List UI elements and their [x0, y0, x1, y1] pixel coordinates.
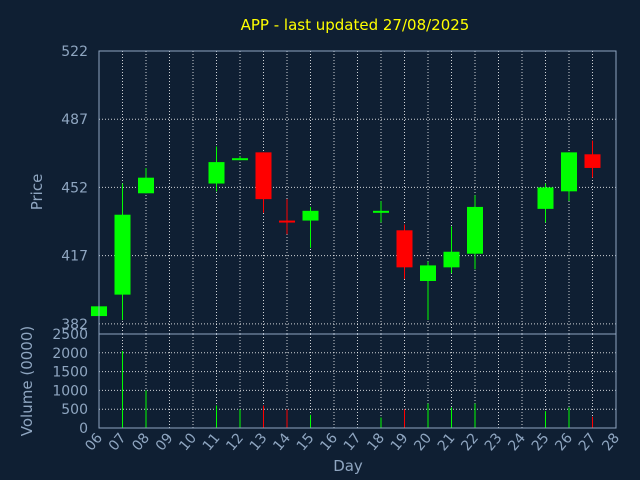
- price-tick-label: 382: [61, 317, 88, 333]
- volume-plot-frame: [98, 333, 617, 429]
- x-tick-label: 11: [200, 430, 224, 454]
- candle-body: [584, 154, 601, 168]
- candle-body: [138, 177, 154, 194]
- x-tick-label: 16: [317, 430, 341, 454]
- x-tick-label: 24: [505, 430, 529, 454]
- x-tick-label: 23: [482, 430, 506, 454]
- x-axis-title: Day: [333, 457, 363, 475]
- x-tick-label: 17: [341, 430, 365, 454]
- volume-tick-label: 500: [61, 402, 88, 418]
- volume-grid: [98, 333, 617, 429]
- x-tick-label: 07: [106, 430, 130, 454]
- x-tick-label: 21: [435, 430, 459, 454]
- volume-axis-title: Volume (0000): [18, 326, 36, 436]
- price-tick-label: 522: [61, 44, 88, 60]
- x-tick-label: 18: [364, 430, 388, 454]
- chart-title: APP - last updated 27/08/2025: [241, 16, 470, 34]
- x-tick-label: 25: [529, 430, 553, 454]
- x-tick-labels: 06 07 08 09 10 11 12 13 14 15 16 17 18 19 20 21 22 23 24 25…: [82, 430, 623, 454]
- x-tick-label: 20: [411, 430, 435, 454]
- x-tick-label: 13: [247, 430, 271, 454]
- candle-body: [443, 251, 460, 268]
- candle-body: [208, 162, 225, 184]
- price-tick-label: 452: [61, 180, 88, 196]
- volume-tick-label: 1500: [52, 365, 88, 381]
- candle-body: [114, 214, 131, 295]
- candle-body: [420, 265, 436, 281]
- x-tick-label: 22: [458, 430, 482, 454]
- volume-tick-label: 2500: [52, 327, 88, 343]
- candle-body: [255, 152, 272, 200]
- volume-tick-label: 2000: [52, 346, 88, 362]
- candle-body: [537, 187, 554, 209]
- volume-bars: [98, 350, 593, 428]
- volume-tick-label: 1000: [52, 383, 88, 399]
- candle-body: [232, 158, 248, 161]
- x-tick-label: 14: [270, 430, 294, 454]
- x-tick-label: 26: [552, 430, 576, 454]
- x-tick-label: 09: [153, 430, 177, 454]
- x-tick-label: 19: [388, 430, 412, 454]
- candle-body: [279, 220, 295, 223]
- candle-body: [302, 210, 319, 221]
- x-tick-label: 15: [294, 430, 318, 454]
- candle-body: [396, 230, 413, 268]
- x-tick-label: 27: [576, 430, 600, 454]
- x-tick-label: 10: [176, 430, 200, 454]
- candle-body: [467, 206, 483, 254]
- price-candles: [91, 140, 601, 320]
- x-tick-label: 12: [223, 430, 247, 454]
- price-grid: [98, 50, 617, 334]
- price-tick-labels: 522 487 452 417 382: [61, 44, 88, 333]
- x-tick-label: 08: [129, 430, 153, 454]
- x-tick-label: 28: [599, 430, 623, 454]
- price-tick-label: 487: [61, 112, 88, 128]
- candle-body: [373, 210, 389, 213]
- price-axis-title: Price: [28, 174, 46, 211]
- volume-tick-labels: 2500 2000 1500 1000 500 0: [52, 327, 88, 437]
- candle-body: [561, 152, 577, 192]
- volume-tick-label: 0: [79, 421, 88, 437]
- price-tick-label: 417: [61, 249, 88, 265]
